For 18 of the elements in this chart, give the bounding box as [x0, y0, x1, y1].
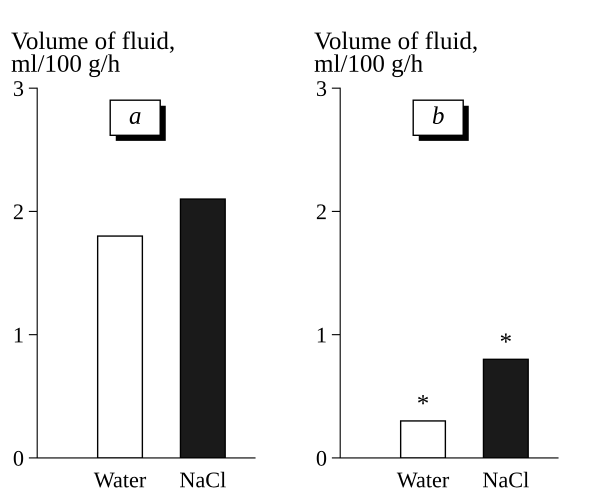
x-tick-label: NaCl	[483, 472, 529, 488]
y-tick-label: 0	[14, 450, 24, 466]
annotation: a	[130, 112, 141, 124]
x-tick-label: NaCl	[180, 472, 226, 488]
y-tick-label: 3	[14, 81, 24, 96]
annotation: b	[432, 106, 444, 124]
y-tick-label: 1	[14, 328, 23, 342]
y-tick-label: 0	[316, 450, 326, 466]
y-tick-label: 3	[316, 81, 326, 96]
x-tick-label: Water	[94, 472, 146, 488]
y-axis-title: Volume of fluid, ml/100 g/h	[11, 31, 174, 78]
y-axis-title: Volume of fluid, ml/100 g/h	[314, 31, 477, 78]
y-tick-label: 2	[316, 204, 326, 220]
y-tick-label: 2	[14, 204, 23, 220]
y-tick-label: 1	[318, 328, 326, 342]
x-tick-label: Water	[396, 472, 450, 488]
annotation: *	[500, 333, 511, 343]
annotation: *	[418, 395, 428, 404]
